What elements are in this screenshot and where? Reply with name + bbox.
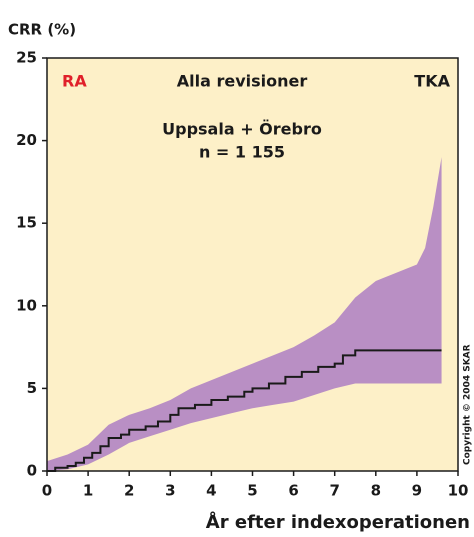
- x-tick-label: 2: [124, 482, 134, 500]
- annotation-group: Uppsala + Örebro: [162, 120, 322, 139]
- y-tick-label: 25: [16, 49, 37, 67]
- y-tick-label: 5: [27, 379, 37, 397]
- annotation-tka: TKA: [414, 72, 450, 91]
- x-tick-label: 8: [371, 482, 381, 500]
- x-tick-label: 4: [206, 482, 216, 500]
- confidence-band: [47, 157, 442, 471]
- x-tick-label: 10: [448, 482, 469, 500]
- x-tick-label: 5: [247, 482, 257, 500]
- x-tick-label: 0: [42, 482, 52, 500]
- y-axis-label: CRR (%): [8, 21, 76, 39]
- copyright: Copyright © 2004 SKAR: [463, 344, 473, 465]
- y-tick-label: 20: [16, 131, 37, 149]
- x-tick-label: 3: [165, 482, 175, 500]
- y-tick-label: 0: [27, 462, 37, 480]
- x-tick-label: 1: [83, 482, 93, 500]
- annotation-title: Alla revisioner: [177, 72, 308, 91]
- x-axis-label: År efter indexoperationen: [206, 510, 470, 533]
- cumulative-line: [47, 349, 442, 472]
- annotation-ra: RA: [62, 72, 87, 91]
- annotation-n: n = 1 155: [199, 143, 285, 162]
- x-tick-label: 7: [329, 482, 339, 500]
- y-tick-label: 10: [16, 296, 37, 314]
- x-tick-label: 9: [412, 482, 422, 500]
- y-tick-label: 15: [16, 214, 37, 232]
- x-tick-label: 6: [288, 482, 298, 500]
